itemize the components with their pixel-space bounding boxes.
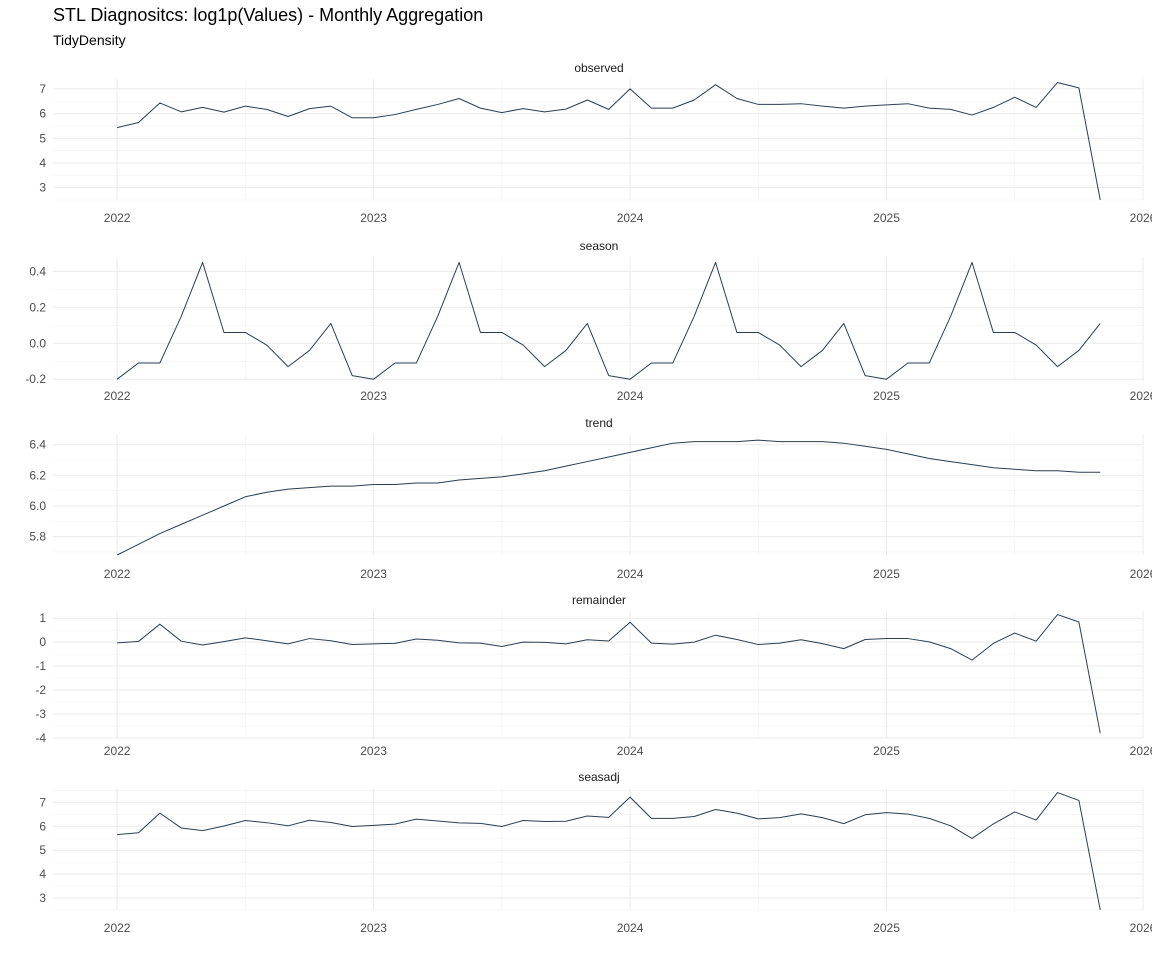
x-tick-label: 2024 (617, 921, 644, 935)
y-tick-label: -4 (35, 731, 46, 745)
series-line-trend (116, 439, 1101, 556)
x-tick-label: 2023 (360, 744, 387, 758)
x-tick-label: 2026 (1130, 744, 1152, 758)
panel-strip-title: season (580, 239, 619, 253)
panel-remainder: 2022 2023 2024 2025 2026 1 0 -1 -2 -3 -4 remainder (35, 593, 1152, 758)
y-tick-label: 1 (39, 611, 46, 625)
y-tick-label: -0.2 (25, 372, 46, 386)
y-tick-label: 5.8 (29, 530, 46, 544)
panel-observed: 2022 2023 2024 2025 2026 3 4 5 6 7 observed (39, 61, 1152, 225)
x-tick-label: 2023 (360, 389, 387, 403)
x-tick-label: 2026 (1130, 211, 1152, 225)
x-tick-label: 2024 (617, 211, 644, 225)
series-line-seasadj (117, 792, 1101, 911)
x-tick-label: 2022 (104, 744, 131, 758)
series-line-remainder (117, 614, 1101, 734)
x-tick-label: 2022 (104, 567, 131, 581)
y-tick-label: 4 (39, 156, 46, 170)
y-tick-label: 7 (39, 82, 46, 96)
x-tick-label: 2023 (360, 211, 387, 225)
x-tick-label: 2025 (873, 567, 900, 581)
x-tick-label: 2023 (360, 921, 387, 935)
panel-trend: 2022 2023 2024 2025 2026 5.8 6.0 6.2 6.4 trend (29, 416, 1152, 581)
chart-subtitle: TidyDensity (53, 32, 126, 48)
y-tick-label: 3 (39, 181, 46, 195)
panel-season: 2022 2023 2024 2025 2026 -0.2 0.0 0.2 0.4 season (25, 239, 1152, 403)
y-tick-label: 5 (39, 131, 46, 145)
x-tick-label: 2025 (873, 389, 900, 403)
x-tick-label: 2022 (104, 921, 131, 935)
chart-title: STL Diagnositcs: log1p(Values) - Monthly… (53, 5, 484, 25)
x-tick-label: 2026 (1130, 921, 1152, 935)
y-tick-label: 5 (39, 843, 46, 857)
y-tick-label: 3 (39, 891, 46, 905)
panel-strip-title: remainder (572, 593, 626, 607)
series-line-observed (117, 81, 1101, 201)
x-tick-label: 2025 (873, 921, 900, 935)
y-tick-label: 6.2 (29, 468, 46, 482)
x-tick-label: 2022 (104, 211, 131, 225)
x-tick-label: 2026 (1130, 389, 1152, 403)
y-tick-label: 6.4 (29, 438, 46, 452)
x-tick-label: 2024 (617, 389, 644, 403)
y-tick-label: 6.0 (29, 499, 46, 513)
y-tick-label: 0.4 (29, 264, 46, 278)
x-tick-label: 2024 (617, 744, 644, 758)
panel-seasadj: 2022 2023 2024 2025 2026 3 4 5 6 7 seasadj (39, 770, 1152, 935)
y-tick-label: -3 (35, 707, 46, 721)
x-tick-label: 2023 (360, 567, 387, 581)
series-line-season (116, 261, 1101, 380)
panel-strip-title: seasadj (578, 770, 619, 784)
x-tick-label: 2022 (104, 389, 131, 403)
y-tick-label: 6 (39, 819, 46, 833)
x-tick-label: 2024 (617, 567, 644, 581)
y-tick-label: 0.2 (29, 300, 46, 314)
y-tick-label: 4 (39, 867, 46, 881)
y-tick-label: -1 (35, 659, 46, 673)
panel-strip-title: trend (585, 416, 612, 430)
x-tick-label: 2026 (1130, 567, 1152, 581)
panel-strip-title: observed (574, 61, 623, 75)
y-tick-label: -2 (35, 683, 46, 697)
y-tick-label: 6 (39, 107, 46, 121)
x-tick-label: 2025 (873, 211, 900, 225)
y-tick-label: 0 (39, 635, 46, 649)
x-tick-label: 2025 (873, 744, 900, 758)
y-tick-label: 0.0 (29, 336, 46, 350)
y-tick-label: 7 (39, 795, 46, 809)
